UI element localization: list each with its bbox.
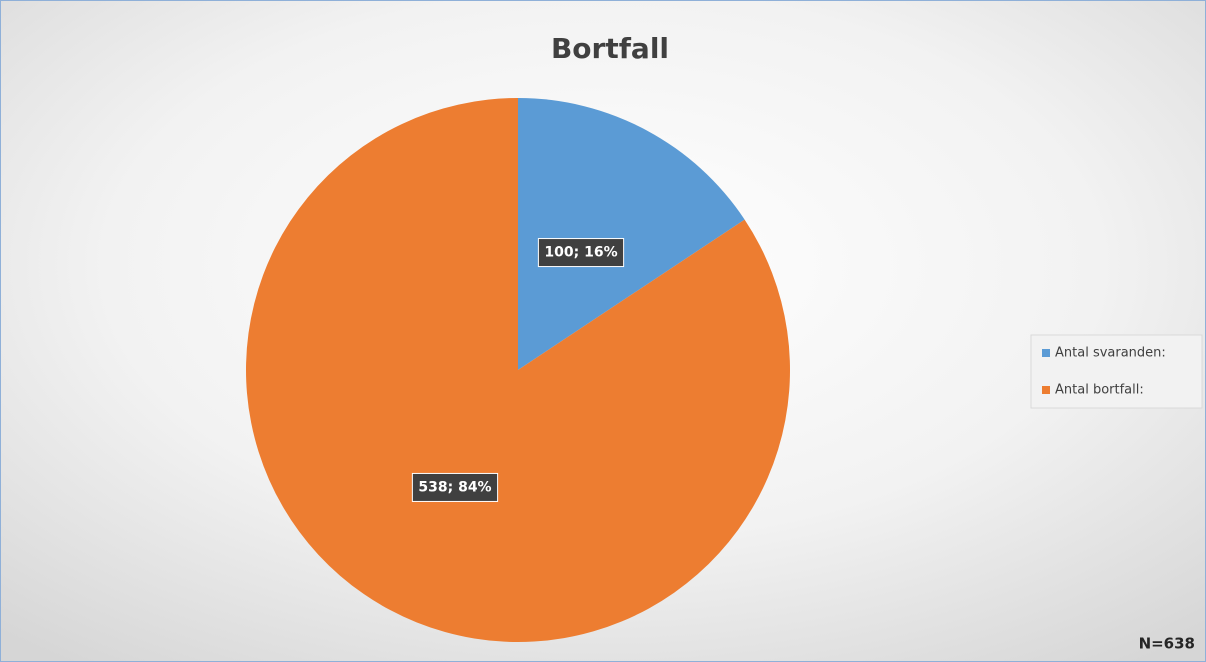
- pie-slice: [246, 98, 791, 643]
- data-label: 538; 84%: [418, 479, 491, 495]
- legend-label: Antal svaranden:: [1055, 346, 1166, 361]
- legend-swatch: [1042, 349, 1050, 357]
- data-label-box: [411, 472, 499, 502]
- chart-title: Bortfall: [551, 32, 669, 65]
- legend-box: [1030, 334, 1203, 409]
- pie-slice: [518, 98, 745, 370]
- data-label: 100; 16%: [544, 245, 617, 261]
- data-label-box: [537, 238, 625, 268]
- annotation: N=638: [1139, 635, 1195, 653]
- legend-swatch: [1042, 386, 1050, 394]
- legend-label: Antal bortfall:: [1055, 383, 1144, 398]
